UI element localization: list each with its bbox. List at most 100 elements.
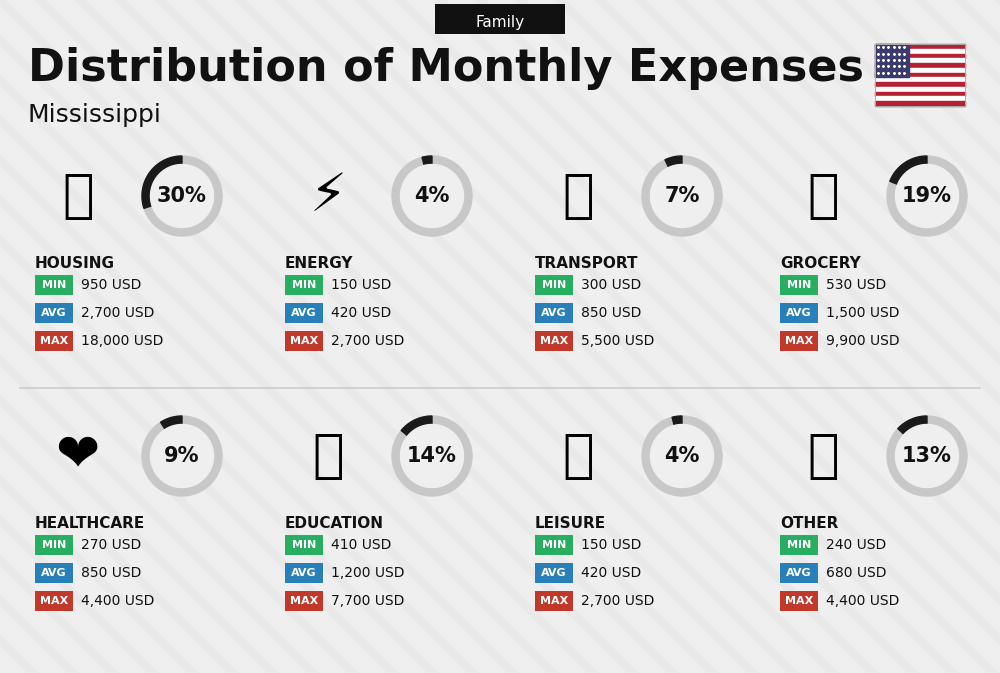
- Polygon shape: [151, 164, 214, 227]
- Polygon shape: [651, 425, 714, 487]
- Text: MIN: MIN: [542, 280, 566, 290]
- Text: 2,700 USD: 2,700 USD: [331, 334, 404, 348]
- Text: ⚡: ⚡: [310, 170, 347, 222]
- Text: AVG: AVG: [541, 308, 567, 318]
- Polygon shape: [896, 164, 958, 227]
- Text: 👜: 👜: [807, 430, 839, 482]
- Text: 240 USD: 240 USD: [826, 538, 886, 552]
- Text: MIN: MIN: [542, 540, 566, 550]
- FancyBboxPatch shape: [535, 331, 573, 351]
- FancyBboxPatch shape: [285, 303, 323, 323]
- Text: 2,700 USD: 2,700 USD: [81, 306, 154, 320]
- Polygon shape: [642, 416, 722, 496]
- FancyBboxPatch shape: [535, 563, 573, 583]
- Bar: [875, 96, 965, 101]
- Text: AVG: AVG: [541, 568, 567, 578]
- Bar: [875, 77, 965, 82]
- FancyBboxPatch shape: [285, 563, 323, 583]
- Text: MAX: MAX: [290, 596, 318, 606]
- FancyBboxPatch shape: [780, 563, 818, 583]
- Text: GROCERY: GROCERY: [780, 256, 861, 271]
- Polygon shape: [890, 156, 927, 184]
- FancyBboxPatch shape: [535, 591, 573, 611]
- Polygon shape: [887, 416, 967, 496]
- Text: ❤️: ❤️: [56, 430, 100, 482]
- FancyBboxPatch shape: [35, 275, 73, 295]
- Text: 420 USD: 420 USD: [331, 306, 391, 320]
- Text: 18,000 USD: 18,000 USD: [81, 334, 163, 348]
- Text: 1,500 USD: 1,500 USD: [826, 306, 900, 320]
- Text: 7%: 7%: [664, 186, 700, 206]
- Text: 🏙: 🏙: [62, 170, 94, 222]
- Polygon shape: [401, 164, 464, 227]
- Polygon shape: [887, 156, 967, 236]
- Text: 19%: 19%: [902, 186, 952, 206]
- Bar: [875, 87, 965, 92]
- Polygon shape: [401, 416, 432, 436]
- FancyBboxPatch shape: [535, 275, 573, 295]
- FancyBboxPatch shape: [35, 331, 73, 351]
- Text: 🎓: 🎓: [312, 430, 344, 482]
- Text: 4,400 USD: 4,400 USD: [81, 594, 154, 608]
- Text: MAX: MAX: [40, 336, 68, 346]
- Text: MAX: MAX: [785, 336, 813, 346]
- Bar: [875, 101, 965, 106]
- FancyBboxPatch shape: [535, 535, 573, 555]
- Text: 4%: 4%: [664, 446, 700, 466]
- Bar: [875, 59, 965, 63]
- Text: MAX: MAX: [540, 596, 568, 606]
- Bar: [875, 63, 965, 68]
- Text: EDUCATION: EDUCATION: [285, 516, 384, 530]
- FancyBboxPatch shape: [35, 303, 73, 323]
- Text: MAX: MAX: [40, 596, 68, 606]
- Text: MIN: MIN: [787, 540, 811, 550]
- Polygon shape: [672, 416, 682, 425]
- Text: 950 USD: 950 USD: [81, 278, 141, 292]
- Text: LEISURE: LEISURE: [535, 516, 606, 530]
- Text: ENERGY: ENERGY: [285, 256, 354, 271]
- Bar: [875, 44, 965, 106]
- Text: 270 USD: 270 USD: [81, 538, 141, 552]
- Bar: [875, 92, 965, 96]
- Text: 850 USD: 850 USD: [581, 306, 641, 320]
- Text: 530 USD: 530 USD: [826, 278, 886, 292]
- Text: AVG: AVG: [41, 308, 67, 318]
- FancyBboxPatch shape: [35, 563, 73, 583]
- FancyBboxPatch shape: [285, 331, 323, 351]
- Text: 🛒: 🛒: [807, 170, 839, 222]
- FancyBboxPatch shape: [35, 591, 73, 611]
- Text: 1,200 USD: 1,200 USD: [331, 566, 404, 580]
- Bar: [875, 82, 965, 87]
- Text: 30%: 30%: [157, 186, 207, 206]
- Text: MIN: MIN: [787, 280, 811, 290]
- Polygon shape: [151, 425, 214, 487]
- Text: 4,400 USD: 4,400 USD: [826, 594, 899, 608]
- Text: 410 USD: 410 USD: [331, 538, 391, 552]
- Text: 150 USD: 150 USD: [581, 538, 641, 552]
- Text: MAX: MAX: [290, 336, 318, 346]
- FancyBboxPatch shape: [780, 331, 818, 351]
- Text: Family: Family: [475, 15, 525, 30]
- Text: MAX: MAX: [540, 336, 568, 346]
- FancyBboxPatch shape: [780, 591, 818, 611]
- Text: AVG: AVG: [291, 568, 317, 578]
- FancyBboxPatch shape: [435, 4, 565, 34]
- Text: TRANSPORT: TRANSPORT: [535, 256, 639, 271]
- FancyBboxPatch shape: [780, 275, 818, 295]
- Bar: [875, 44, 909, 77]
- Polygon shape: [142, 156, 222, 236]
- Bar: [875, 44, 965, 48]
- Text: MAX: MAX: [785, 596, 813, 606]
- Text: MIN: MIN: [42, 540, 66, 550]
- Text: 5,500 USD: 5,500 USD: [581, 334, 654, 348]
- Text: 150 USD: 150 USD: [331, 278, 391, 292]
- Text: AVG: AVG: [291, 308, 317, 318]
- Text: HOUSING: HOUSING: [35, 256, 115, 271]
- Polygon shape: [665, 156, 682, 168]
- FancyBboxPatch shape: [780, 303, 818, 323]
- Polygon shape: [401, 425, 464, 487]
- Text: Mississippi: Mississippi: [28, 103, 162, 127]
- Text: 7,700 USD: 7,700 USD: [331, 594, 404, 608]
- Text: MIN: MIN: [42, 280, 66, 290]
- Text: 14%: 14%: [407, 446, 457, 466]
